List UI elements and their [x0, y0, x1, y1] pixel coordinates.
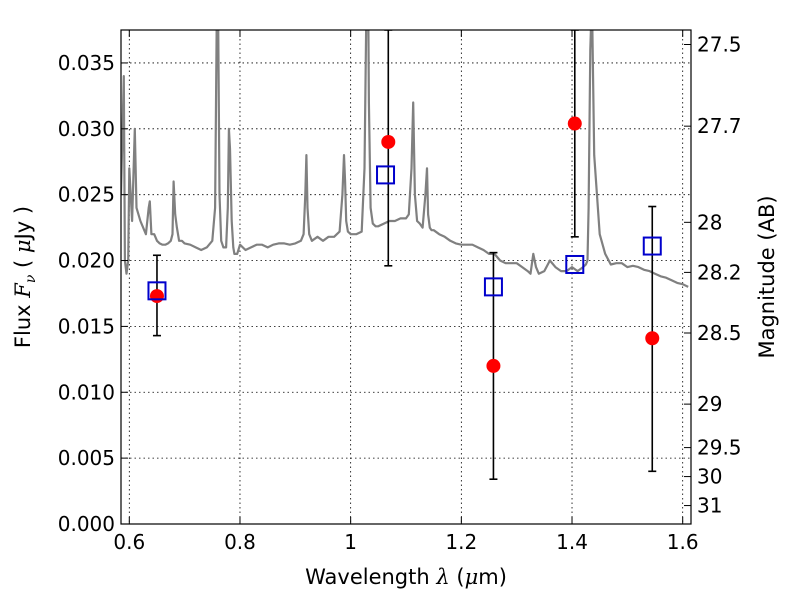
- right-axis-label: Magnitude (AB): [755, 195, 779, 358]
- right-tick-label: 29.5: [697, 436, 742, 460]
- markers-group: [147, 116, 662, 373]
- x-axis-label: Wavelength λ (μm): [305, 565, 507, 589]
- x-tick-label: 1: [344, 530, 357, 554]
- y-tick-label: 0.020: [58, 249, 115, 273]
- observed-point: [567, 116, 582, 131]
- right-tick-label: 29: [697, 392, 722, 416]
- y-tick-label: 0.005: [58, 446, 115, 470]
- ticks-group: 0.6 0.8 1 1.2 1.4 1.6 0.000 0.005 0.010 0.015 0.02…: [58, 30, 742, 554]
- spectrum-group: [121, 30, 689, 288]
- model-point: [642, 236, 662, 256]
- y-tick-label: 0.015: [58, 314, 115, 338]
- model-point: [565, 254, 585, 274]
- model-point: [376, 165, 396, 185]
- right-tick-label: 27.5: [697, 32, 742, 56]
- x-tick-label: 1.6: [667, 530, 699, 554]
- plot-frame: [120, 29, 692, 525]
- observed-point: [149, 289, 164, 304]
- y-tick-label: 0.025: [58, 183, 115, 207]
- right-tick-label: 28.5: [697, 321, 742, 345]
- right-tick-label: 27.7: [697, 114, 742, 138]
- observed-point: [486, 358, 501, 373]
- right-tick-label: 30: [697, 465, 722, 489]
- spectrum-line: [121, 30, 689, 288]
- observed-point: [645, 331, 660, 346]
- x-tick-label: 1.4: [556, 530, 588, 554]
- model-point: [147, 281, 167, 301]
- y-tick-label: 0.010: [58, 380, 115, 404]
- plot-area: [121, 30, 691, 524]
- observed-point: [381, 134, 396, 149]
- y-tick-label: 0.000: [58, 512, 115, 536]
- model-point: [483, 277, 503, 297]
- y-axis-label: Flux Fν ( μJy ): [11, 206, 39, 348]
- x-tick-label: 0.8: [224, 530, 256, 554]
- right-tick-label: 31: [697, 494, 722, 518]
- right-tick-label: 28: [697, 210, 722, 234]
- x-tick-label: 1.2: [445, 530, 477, 554]
- y-tick-label: 0.030: [58, 117, 115, 141]
- x-tick-label: 0.6: [113, 530, 145, 554]
- right-tick-label: 28.2: [697, 260, 742, 284]
- y-tick-label: 0.035: [58, 51, 115, 75]
